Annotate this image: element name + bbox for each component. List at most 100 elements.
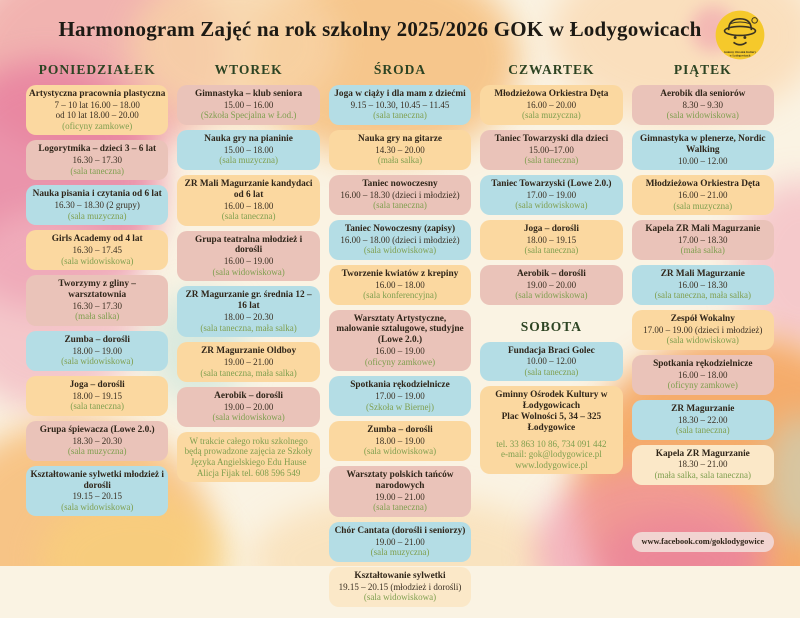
card-line: Chór Cantata (dorośli i seniorzy) xyxy=(334,525,466,536)
card-room-line: (sala muzyczna) xyxy=(67,446,127,457)
schedule-card: Taniec Nowoczesny (zapisy) 16.00 – 18.00 … xyxy=(328,219,472,260)
poster-header: Harmonogram Zajęć na rok szkolny 2025/20… xyxy=(0,0,800,60)
card-line: 18.30 – 20.30 xyxy=(72,435,122,446)
card-line: od 10 lat 18.00 – 20.00 xyxy=(55,110,139,121)
card-room-line: (sala taneczna, mała salka) xyxy=(200,367,297,378)
schedule-card: Fundacja Braci Golec 10.00 – 12.00 (sala t… xyxy=(480,341,623,382)
card-room-line: (Szkoła Specjalna w Łod.) xyxy=(200,110,297,121)
schedule-card: Joga w ciąży i dla mam z dziećmi 9.15 – 1… xyxy=(328,85,472,125)
svg-text:Gminny Ośrodek Kultury: Gminny Ośrodek Kultury xyxy=(724,50,757,54)
card-line: 15.00 – 18.00 xyxy=(223,144,274,155)
schedule-card: Spotkania rękodzielnicze 17.00 – 19.00 (Sz… xyxy=(328,376,472,417)
card-line: ZR Mali Magurzanie kandydaci od 6 lat xyxy=(184,178,313,200)
card-room-line: (sala muzyczna) xyxy=(67,210,127,221)
card-room-line: (sala muzyczna) xyxy=(673,200,733,211)
card-line: 16.00 – 21.00 xyxy=(678,190,728,201)
card-room-line: (sala taneczna) xyxy=(70,165,125,176)
card-line: Joga w ciąży i dla mam z dziećmi xyxy=(334,89,466,99)
card-line: Fundacja Braci Golec xyxy=(508,345,595,356)
card-room-line: tel. 33 863 10 86, 734 091 442 xyxy=(496,438,607,449)
card-room-line: (mała salka) xyxy=(377,155,423,166)
card-line: 16.30 – 17.45 xyxy=(72,245,122,256)
contact-card: Gminny Ośrodek Kultury w Łodygowicach Pla… xyxy=(480,386,623,475)
schedule-card: Zumba – dorośli 18.00 – 19.00 (sala widowi… xyxy=(328,421,472,461)
card-line: 18.00 – 19.15 xyxy=(72,390,122,401)
facebook-card: www.facebook.com/goklodygowice xyxy=(631,532,774,552)
card-line: Warsztaty polskich tańców narodowych xyxy=(346,470,454,491)
schedule-card: Taniec nowoczesny 16.00 – 18.30 (dzieci i… xyxy=(328,174,472,215)
card-room-line: (sala widowiskowa) xyxy=(515,290,588,301)
english-school-note: W trakcie całego roku szkolnego będą pro… xyxy=(177,431,320,483)
card-line: 18.00 – 19.00 xyxy=(72,345,122,356)
schedule-card: Kapela ZR Magurzanie 18.30 – 21.00 (mała s… xyxy=(631,444,774,485)
card-room-line: (oficyny zamkowe) xyxy=(667,380,738,391)
card-room-line: (sala widowiskowa) xyxy=(212,412,285,423)
card-line: Logorytmika – dzieci 3 – 6 lat xyxy=(38,144,157,155)
card-room-line: (sala widowiskowa) xyxy=(61,255,134,266)
card-room-line: (sala widowiskowa) xyxy=(515,200,588,211)
card-line: ZR Mali Magurzanie xyxy=(660,268,745,279)
card-line: 7 – 10 lat 16.00 – 18.00 xyxy=(54,99,140,110)
card-line: 14.30 – 20.00 xyxy=(375,144,425,155)
card-line: 18.00 – 19.00 xyxy=(375,435,425,446)
card-line: Zespół Wokalny xyxy=(670,313,735,324)
schedule-card: Kapela ZR Mali Magurzanie 17.00 – 18.30 (m… xyxy=(631,220,774,260)
card-room-line: (mała salka) xyxy=(680,245,725,256)
card-line: Warsztaty Artystyczne, malowanie sztalug… xyxy=(336,313,464,346)
card-line: 19.00 – 20.00 xyxy=(526,279,577,290)
card-line: 18.00 – 19.15 xyxy=(526,234,577,245)
card-line: 16.00 – 18.30 (dzieci i młodzież) xyxy=(340,189,460,200)
card-line: 16.00 – 20.00 xyxy=(526,99,577,110)
card-line: ZR Magurzanie xyxy=(671,403,735,414)
schedule-card: ZR Magurzanie Oldboy 19.00 – 21.00 (sala t… xyxy=(177,342,320,383)
card-room-line: (sala taneczna) xyxy=(524,366,579,377)
day-column: CZWARTEK Młodzieżowa Orkiestra Dęta 16.00 … xyxy=(480,60,623,554)
card-room-line: (sala taneczna) xyxy=(524,155,579,166)
card-line: Spotkania rękodzielnicze xyxy=(350,380,450,391)
schedule-card: Girls Academy od 4 lat 16.30 – 17.45 (sala… xyxy=(26,230,169,271)
card-line: 16.30 – 18.30 (2 grupy) xyxy=(54,200,140,211)
card-line: Tworzenie kwiatów z krepiny xyxy=(341,268,459,279)
schedule-card: ZR Mali Magurzanie kandydaci od 6 lat 16.… xyxy=(177,174,320,226)
schedule-card: Młodzieżowa Orkiestra Dęta 16.00 – 21.00(… xyxy=(631,175,774,216)
card-line: ZR Magurzanie gr. średnia 12 – 16 lat xyxy=(185,290,312,312)
schedule-card: Spotkania rękodzielnicze 16.00 – 18.00 (of… xyxy=(631,354,774,395)
card-line: 19.00 – 20.00 xyxy=(223,401,274,412)
schedule-card: Joga – dorośli 18.00 – 19.15 (sala taneczn… xyxy=(480,219,623,260)
card-room-line: (sala muzyczna) xyxy=(522,110,581,121)
card-line: 15.00–17.00 xyxy=(528,144,574,155)
card-line: Taniec Towarzyski dla dzieci xyxy=(494,133,609,144)
card-line: 16.30 – 17.30 xyxy=(72,300,122,311)
schedule-card: Warsztaty polskich tańców narodowych 19.0… xyxy=(328,466,472,517)
card-line: Spotkania rękodzielnicze xyxy=(653,358,753,369)
schedule-card: Tworzenie kwiatów z krepiny 16.00 – 18.00… xyxy=(328,264,472,305)
schedule-card: Aerobik – dorośli 19.00 – 20.00 (sala wido… xyxy=(177,387,320,427)
card-line: 8.30 – 9.30 xyxy=(682,99,724,110)
card-line: Gimnastyka – klub seniora xyxy=(194,89,303,99)
card-room-line: (sala widowiskowa) xyxy=(212,266,285,277)
day-header: ŚRODA xyxy=(373,62,427,77)
card-line: 18.30 – 22.00 xyxy=(678,414,728,425)
schedule-card: ZR Mali Magurzanie 16.00 – 18.30 (sala tan… xyxy=(631,264,774,305)
card-line: 16.00 – 18.00 xyxy=(375,279,425,290)
card-line: Aerobik dla seniorów xyxy=(660,89,746,99)
card-line: Plac Wolności 5, 34 – 325 Łodygowice xyxy=(501,412,602,434)
card-line: 16.00 – 19.00 xyxy=(375,346,425,357)
page-title: Harmonogram Zajęć na rok szkolny 2025/20… xyxy=(58,16,702,41)
card-line: Artystyczna pracownia plastyczna xyxy=(29,89,166,99)
card-line: www.facebook.com/goklodygowice xyxy=(641,537,765,547)
card-line: Nauka gry na pianinie xyxy=(204,133,293,144)
card-line: 16.00 – 18.00 (dzieci i młodzież) xyxy=(340,234,460,245)
schedule-card: Tworzymy z gliny – warsztatownia 16.30 – … xyxy=(26,275,169,326)
schedule-card: Taniec Towarzyski (Lowe 2.0.) 17.00 – 19.… xyxy=(480,174,623,215)
card-line: 19.00 – 21.00 xyxy=(223,357,274,368)
schedule-card: Grupa śpiewacza (Lowe 2.0.) 18.30 – 20.30… xyxy=(26,420,169,461)
card-room-line: (sala taneczna, mała salka) xyxy=(200,322,297,333)
card-line: 17.00 – 19.00 (dzieci i młodzież) xyxy=(643,324,763,335)
card-room-line: (sala taneczna) xyxy=(373,110,427,121)
card-room-line: (sala taneczna, mała salka) xyxy=(654,290,752,301)
card-line: Młodzieżowa Orkiestra Dęta xyxy=(494,89,609,99)
card-line: Grupa teatralna młodzież i dorośli xyxy=(195,234,303,256)
card-line: 16.00 – 18.00 xyxy=(678,369,728,380)
card-line: Aerobik – dorośli xyxy=(516,268,586,279)
